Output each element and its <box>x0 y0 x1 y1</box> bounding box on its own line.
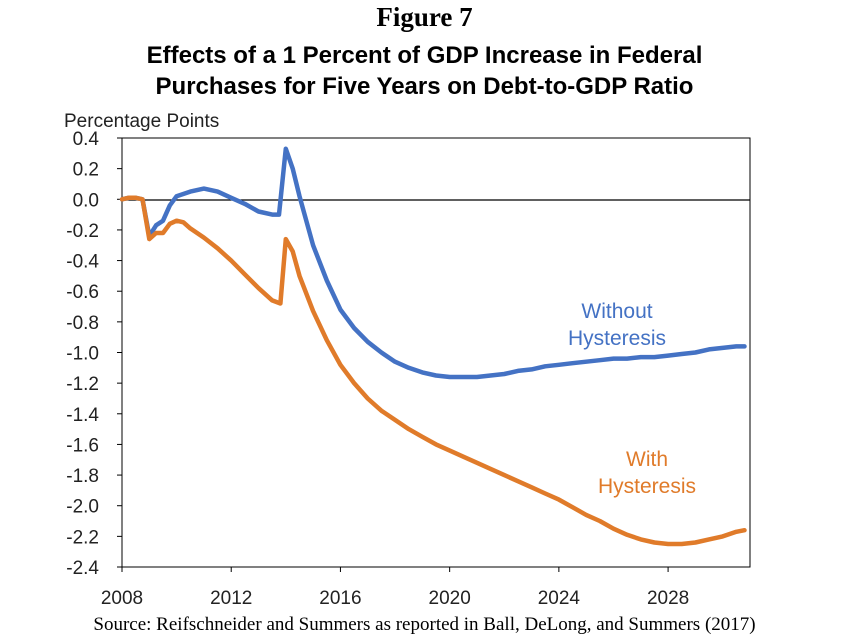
x-tick-label: 2020 <box>429 588 471 609</box>
y-tick-label: -0.6 <box>66 282 99 303</box>
y-tick-label: -1.0 <box>66 344 99 365</box>
line-chart: Percentage Points 0.4 0.2 0.0 -0.2 -0.4 -0.6 -… <box>64 111 751 609</box>
series-line-without-hysteresis <box>119 146 747 380</box>
y-axis-label: Percentage Points <box>64 111 219 132</box>
x-tick-label: 2016 <box>319 588 361 609</box>
y-tick-label: -0.8 <box>66 313 99 334</box>
series-label-line: Hysteresis <box>568 327 666 350</box>
chart-title-line-1: Effects of a 1 Percent of GDP Increase i… <box>146 42 703 69</box>
x-tick-label: 2028 <box>647 588 689 609</box>
series-line-with-hysteresis <box>119 195 747 547</box>
y-tick-label: -1.8 <box>66 466 99 487</box>
y-tick-label: -0.4 <box>66 252 99 273</box>
x-tick-label: 2024 <box>538 588 581 609</box>
series-labels: Without Hysteresis With Hysteresis <box>568 300 696 498</box>
series-label-line: With <box>626 448 668 471</box>
figure-label: Figure 7 <box>376 2 473 32</box>
y-tick-label: -2.0 <box>66 497 99 518</box>
plot-area-border <box>121 137 751 568</box>
y-tick-label: 0.2 <box>73 160 99 181</box>
series-label-line: Without <box>581 300 652 323</box>
source-note: Source: Reifschneider and Summers as rep… <box>93 614 756 635</box>
y-tick-label: -1.6 <box>66 435 99 456</box>
series-label-line: Hysteresis <box>598 475 696 498</box>
x-tick-label: 2008 <box>101 588 143 609</box>
y-tick-label: -0.2 <box>66 221 99 242</box>
y-tick-label: -2.4 <box>66 558 99 579</box>
y-tick-label: -1.4 <box>66 405 99 426</box>
x-tick-label: 2012 <box>210 588 252 609</box>
y-tick-label: 0.0 <box>73 190 99 211</box>
y-tick-label: -2.2 <box>66 527 99 548</box>
series-lines <box>119 146 747 547</box>
y-tick-label: -1.2 <box>66 374 99 395</box>
chart-title-line-2: Purchases for Five Years on Debt-to-GDP … <box>155 73 694 100</box>
y-tick-label: 0.4 <box>73 129 100 150</box>
x-tick-labels: 2008 2012 2016 2020 2024 2028 <box>101 567 689 609</box>
chart-title: Effects of a 1 Percent of GDP Increase i… <box>0 40 849 102</box>
y-tick-labels: 0.4 0.2 0.0 -0.2 -0.4 -0.6 -0.8 -1.0 -1.2 -1.4 -1.… <box>66 129 122 579</box>
